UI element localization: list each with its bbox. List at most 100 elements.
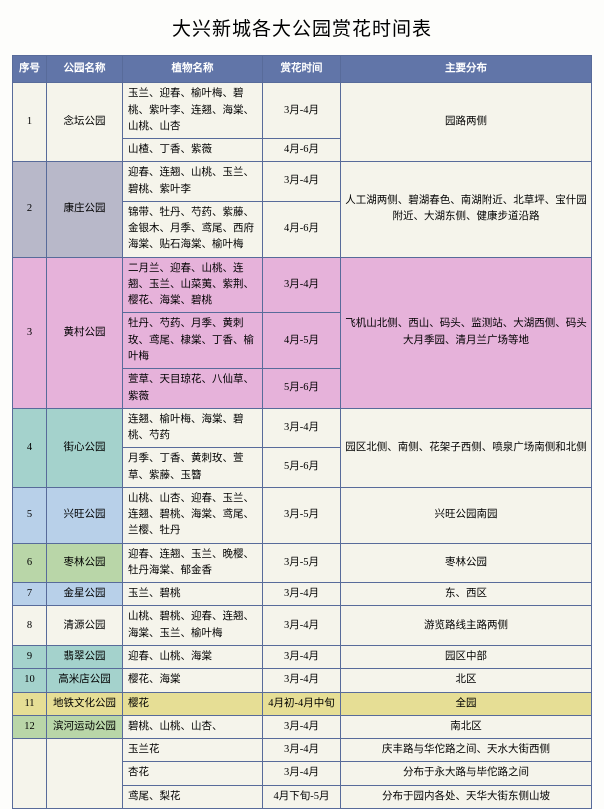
cell-idx: [13, 739, 47, 809]
cell-plant: 鸢尾、梨花: [123, 785, 263, 808]
cell-plant: 二月兰、迎春、山桃、连翘、玉兰、山菜荑、紫荆、樱花、海棠、碧桃: [123, 257, 263, 313]
cell-idx: 3: [13, 257, 47, 408]
cell-time: 4月-6月: [263, 139, 341, 162]
cell-dist: 人工湖两侧、碧湖春色、南湖附近、北草坪、宝什园附近、大湖东侧、健康步道沿路: [341, 162, 592, 257]
cell-plant: 迎春、山桃、海棠: [123, 645, 263, 668]
cell-plant: 连翘、榆叶梅、海棠、碧桃、芍药: [123, 408, 263, 448]
cell-dist: 兴旺公园南园: [341, 487, 592, 543]
cell-plant: 山楂、丁香、紫薇: [123, 139, 263, 162]
table-row: 7金星公园玉兰、碧桃3月-4月东、西区: [13, 583, 592, 606]
cell-plant: 玉兰花: [123, 739, 263, 762]
cell-plant: 萱草、天目琼花、八仙草、紫薇: [123, 369, 263, 409]
cell-park: 翡翠公园: [47, 645, 123, 668]
cell-time: 3月-4月: [263, 645, 341, 668]
cell-time: 5月-6月: [263, 448, 341, 488]
cell-park: [47, 739, 123, 809]
table-row: 8清源公园山桃、碧桃、迎春、连翘、海棠、玉兰、榆叶梅3月-4月游览路线主路两侧: [13, 606, 592, 646]
cell-idx: 2: [13, 162, 47, 257]
cell-plant: 杏花: [123, 762, 263, 785]
cell-park: 枣林公园: [47, 543, 123, 583]
cell-dist: 园区北侧、南侧、花架子西侧、喷泉广场南侧和北侧: [341, 408, 592, 487]
cell-time: 3月-4月: [263, 669, 341, 692]
cell-dist: 飞机山北侧、西山、码头、监测站、大湖西侧、码头大月季园、清月兰广场等地: [341, 257, 592, 408]
cell-park: 街心公园: [47, 408, 123, 487]
cell-dist: 枣林公园: [341, 543, 592, 583]
table-row: 10高米店公园樱花、海棠3月-4月北区: [13, 669, 592, 692]
table-row: 玉兰花3月-4月庆丰路与华佗路之间、天水大街西侧: [13, 739, 592, 762]
cell-idx: 5: [13, 487, 47, 543]
cell-park: 念坛公园: [47, 83, 123, 162]
cell-time: 3月-4月: [263, 762, 341, 785]
cell-park: 金星公园: [47, 583, 123, 606]
cell-plant: 樱花、海棠: [123, 669, 263, 692]
cell-dist: 园路两侧: [341, 83, 592, 162]
table-row: 11地铁文化公园樱花4月初-4月中旬全园: [13, 692, 592, 715]
page-title: 大兴新城各大公园赏花时间表: [12, 14, 592, 41]
cell-plant: 山桃、山杏、迎春、玉兰、连翘、碧桃、海棠、鸢尾、兰樱、牡丹: [123, 487, 263, 543]
cell-time: 3月-5月: [263, 543, 341, 583]
cell-plant: 月季、丁香、黄刺玫、萱草、紫藤、玉簪: [123, 448, 263, 488]
cell-time: 3月-4月: [263, 739, 341, 762]
cell-time: 3月-5月: [263, 487, 341, 543]
cell-idx: 6: [13, 543, 47, 583]
cell-plant: 迎春、连翘、山桃、玉兰、碧桃、紫叶李: [123, 162, 263, 202]
header-idx: 序号: [13, 56, 47, 83]
cell-time: 4月-6月: [263, 201, 341, 257]
cell-plant: 牡丹、芍药、月季、黄刺玫、鸢尾、棣棠、丁香、榆叶梅: [123, 313, 263, 369]
cell-time: 5月-6月: [263, 369, 341, 409]
cell-dist: 庆丰路与华佗路之间、天水大街西侧: [341, 739, 592, 762]
cell-time: 4月下旬-5月: [263, 785, 341, 808]
cell-park: 康庄公园: [47, 162, 123, 257]
cell-dist: 南北区: [341, 715, 592, 738]
cell-time: 3月-4月: [263, 162, 341, 202]
header-dist: 主要分布: [341, 56, 592, 83]
table-header-row: 序号 公园名称 植物名称 赏花时间 主要分布: [13, 56, 592, 83]
table-row: 5兴旺公园山桃、山杏、迎春、玉兰、连翘、碧桃、海棠、鸢尾、兰樱、牡丹3月-5月兴…: [13, 487, 592, 543]
cell-idx: 8: [13, 606, 47, 646]
cell-time: 3月-4月: [263, 606, 341, 646]
cell-dist: 分布于园内各处、天华大街东侧山坡: [341, 785, 592, 808]
table-row: 9翡翠公园迎春、山桃、海棠3月-4月园区中部: [13, 645, 592, 668]
header-plant: 植物名称: [123, 56, 263, 83]
cell-time: 3月-4月: [263, 715, 341, 738]
cell-idx: 9: [13, 645, 47, 668]
cell-time: 4月初-4月中旬: [263, 692, 341, 715]
cell-dist: 全园: [341, 692, 592, 715]
cell-plant: 樱花: [123, 692, 263, 715]
table-row: 3黄村公园二月兰、迎春、山桃、连翘、玉兰、山菜荑、紫荆、樱花、海棠、碧桃3月-4…: [13, 257, 592, 313]
cell-park: 清源公园: [47, 606, 123, 646]
flower-schedule-table: 序号 公园名称 植物名称 赏花时间 主要分布 1念坛公园玉兰、迎春、榆叶梅、碧桃…: [12, 55, 592, 809]
cell-idx: 10: [13, 669, 47, 692]
cell-park: 地铁文化公园: [47, 692, 123, 715]
table-row: 6枣林公园迎春、连翘、玉兰、晚樱、牡丹海棠、郁金香3月-5月枣林公园: [13, 543, 592, 583]
cell-idx: 12: [13, 715, 47, 738]
table-row: 4街心公园连翘、榆叶梅、海棠、碧桃、芍药3月-4月园区北侧、南侧、花架子西侧、喷…: [13, 408, 592, 448]
cell-dist: 分布于永大路与毕佗路之间: [341, 762, 592, 785]
cell-idx: 4: [13, 408, 47, 487]
header-park: 公园名称: [47, 56, 123, 83]
cell-dist: 北区: [341, 669, 592, 692]
table-row: 1念坛公园玉兰、迎春、榆叶梅、碧桃、紫叶李、连翘、海棠、山桃、山杏3月-4月园路…: [13, 83, 592, 139]
cell-park: 滨河运动公园: [47, 715, 123, 738]
cell-plant: 玉兰、迎春、榆叶梅、碧桃、紫叶李、连翘、海棠、山桃、山杏: [123, 83, 263, 139]
cell-time: 3月-4月: [263, 257, 341, 313]
cell-time: 3月-4月: [263, 583, 341, 606]
table-row: 2康庄公园迎春、连翘、山桃、玉兰、碧桃、紫叶李3月-4月人工湖两侧、碧湖春色、南…: [13, 162, 592, 202]
cell-plant: 迎春、连翘、玉兰、晚樱、牡丹海棠、郁金香: [123, 543, 263, 583]
cell-dist: 游览路线主路两侧: [341, 606, 592, 646]
cell-idx: 11: [13, 692, 47, 715]
cell-plant: 锦带、牡丹、芍药、紫藤、金银木、月季、鸢尾、西府海棠、贴石海棠、榆叶梅: [123, 201, 263, 257]
cell-plant: 碧桃、山桃、山杏、: [123, 715, 263, 738]
table-row: 12滨河运动公园碧桃、山桃、山杏、3月-4月南北区: [13, 715, 592, 738]
cell-dist: 园区中部: [341, 645, 592, 668]
header-time: 赏花时间: [263, 56, 341, 83]
cell-park: 兴旺公园: [47, 487, 123, 543]
cell-plant: 玉兰、碧桃: [123, 583, 263, 606]
cell-idx: 7: [13, 583, 47, 606]
cell-dist: 东、西区: [341, 583, 592, 606]
cell-park: 高米店公园: [47, 669, 123, 692]
cell-time: 3月-4月: [263, 83, 341, 139]
cell-time: 3月-4月: [263, 408, 341, 448]
cell-time: 4月-5月: [263, 313, 341, 369]
cell-idx: 1: [13, 83, 47, 162]
